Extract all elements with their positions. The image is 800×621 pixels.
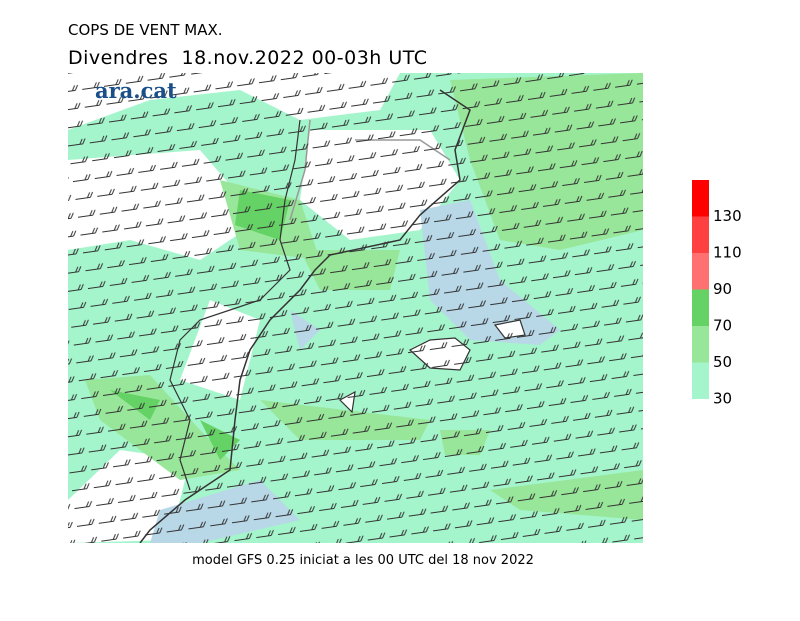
colorbar-label: 90 <box>713 280 732 298</box>
colorbar-label: 70 <box>713 317 732 335</box>
colorbar-label: 30 <box>713 390 732 408</box>
footer: model GFS 0.25 iniciat a les 00 UTC del … <box>192 553 534 568</box>
wind-barbs <box>68 73 643 543</box>
colorbar-label: 50 <box>713 353 732 371</box>
map <box>68 73 643 543</box>
title: COPS DE VENT MAX. <box>68 21 223 39</box>
subtitle: Divendres 18.nov.2022 00-03h UTC <box>68 47 428 69</box>
colorbar-segment <box>692 326 709 363</box>
colorbar-segment <box>692 180 709 217</box>
colorbar-segment <box>692 253 709 290</box>
colorbar: 30 50 70 90 110 130 <box>692 180 742 408</box>
logo: ara.cat <box>95 78 177 103</box>
colorbar-label: 130 <box>713 207 742 225</box>
colorbar-label: 110 <box>713 244 742 262</box>
colorbar-segment <box>692 289 709 326</box>
colorbar-segment <box>692 216 709 253</box>
colorbar-segment <box>692 362 709 399</box>
